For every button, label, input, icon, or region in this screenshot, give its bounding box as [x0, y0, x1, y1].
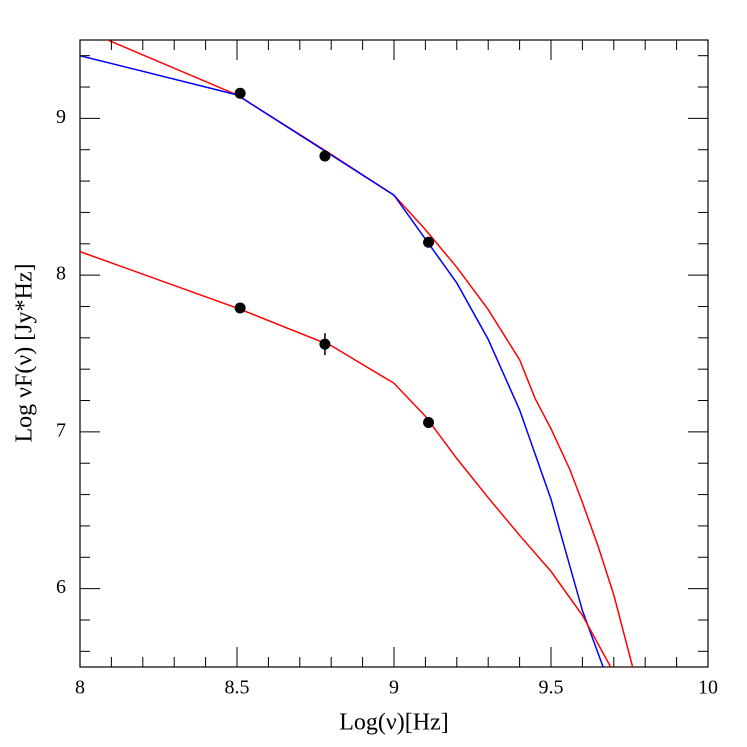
x-tick-label: 8	[75, 677, 85, 699]
model-curve	[80, 54, 604, 667]
y-axis-label: Log νF(ν) [Jy*Hz]	[12, 263, 38, 442]
x-tick-label: 9.5	[539, 677, 564, 699]
x-axis-label: Log(ν)[Hz]	[339, 710, 448, 736]
x-tick-label: 9	[389, 677, 399, 699]
data-point	[423, 416, 435, 428]
y-tick-label: 6	[56, 576, 66, 598]
y-tick-label: 9	[56, 106, 66, 128]
data-point	[234, 302, 246, 314]
data-point	[319, 338, 331, 350]
data-point	[423, 236, 435, 248]
plot-area	[80, 40, 634, 667]
x-tick-label: 8.5	[225, 677, 250, 699]
plot-frame	[79, 39, 709, 668]
model-curve	[80, 250, 612, 667]
x-tick-label: 10	[698, 677, 718, 699]
data-point	[234, 87, 246, 99]
data-point	[319, 150, 331, 162]
y-tick-label: 8	[56, 263, 66, 285]
y-tick-label: 7	[56, 419, 66, 441]
